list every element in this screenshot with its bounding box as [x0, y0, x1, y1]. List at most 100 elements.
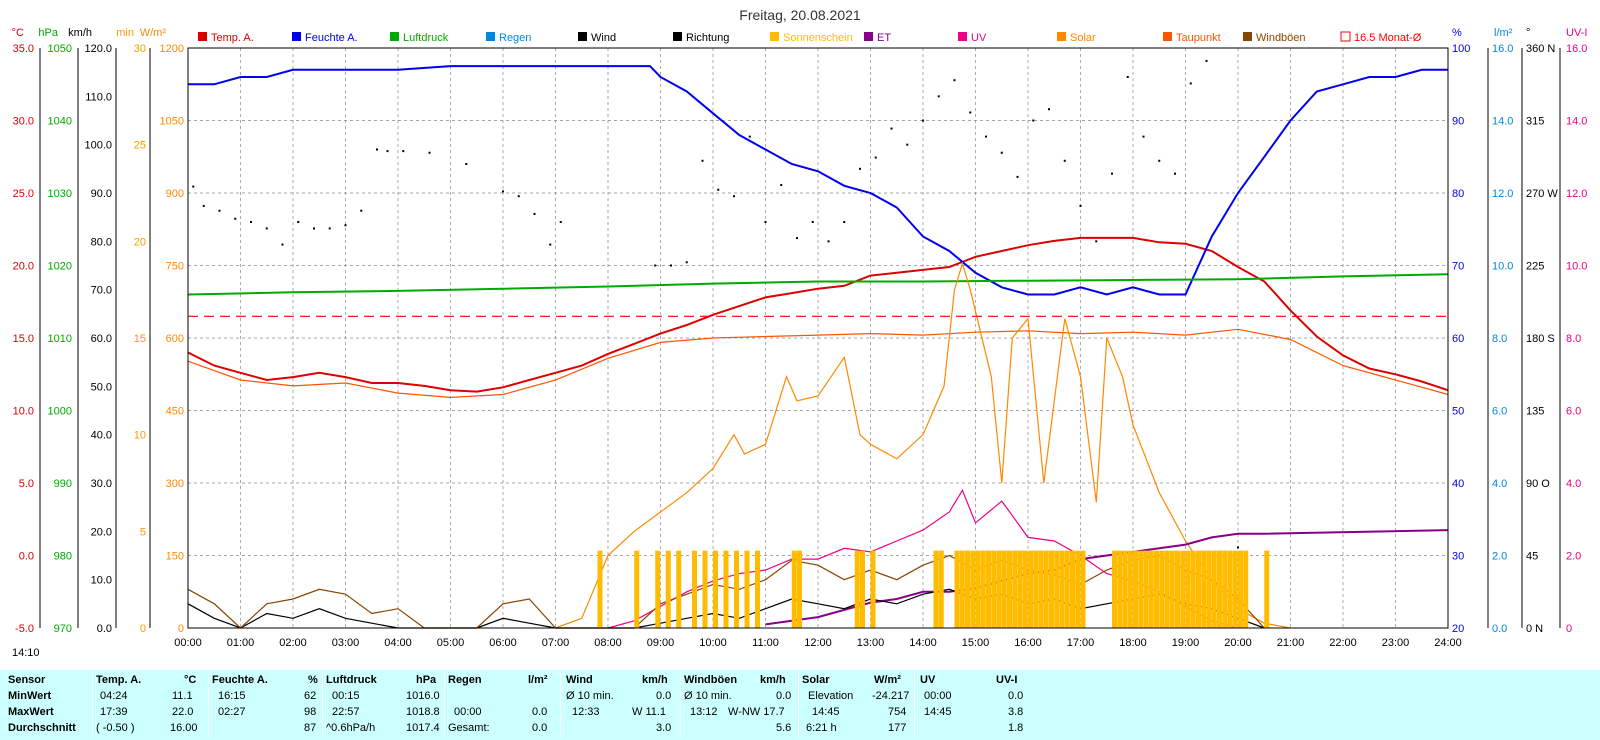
stats-temp-min-time: 04:24 — [100, 690, 128, 702]
x-tick-label: 04:00 — [384, 637, 412, 649]
axis-tick-hum: 40 — [1452, 478, 1464, 490]
axis-tick-wind: 0.0 — [97, 623, 112, 635]
bar-sonnenschein — [791, 550, 797, 628]
axis-tick-uv: 4.0 — [1566, 478, 1581, 490]
stats-col-gust: Windböen km/h Ø 10 min. 0.0 13:12 W-NW 1… — [684, 672, 796, 738]
point-richtung — [811, 221, 814, 223]
stats-table: Sensor MinWert MaxWert Durchschnitt Temp… — [0, 670, 1600, 740]
axis-tick-solar: 300 — [166, 478, 184, 490]
point-richtung — [559, 221, 562, 223]
axis-tick-hum: 50 — [1452, 406, 1464, 418]
point-richtung — [328, 227, 331, 230]
stats-uv-min-val: 0.0 — [1008, 690, 1024, 702]
bar-sonnenschein — [1190, 550, 1196, 628]
point-richtung — [1095, 240, 1098, 243]
point-richtung — [202, 204, 205, 207]
point-richtung — [297, 221, 300, 223]
bar-sonnenschein — [870, 550, 876, 628]
bar-sonnenschein — [1028, 550, 1033, 628]
axis-unit-press: hPa — [38, 27, 58, 39]
point-richtung — [376, 148, 378, 151]
legend-label: Sonnenschein — [783, 32, 853, 44]
bar-sonnenschein — [1164, 550, 1170, 628]
legend-swatch — [486, 32, 495, 41]
axis-tick-sun: 15 — [134, 333, 146, 345]
point-richtung — [969, 111, 972, 114]
bar-sonnenschein — [1012, 550, 1018, 628]
point-richtung — [922, 119, 924, 122]
stats-press-avg-note: ^0.6hPa/h — [326, 722, 376, 734]
x-tick-label: 20:00 — [1224, 637, 1252, 649]
axis-tick-wind: 80.0 — [91, 236, 112, 248]
axis-tick-solar: 600 — [166, 333, 184, 345]
point-richtung — [1016, 175, 1019, 178]
point-richtung — [717, 188, 720, 191]
point-richtung — [937, 95, 940, 98]
point-richtung — [533, 212, 536, 215]
stats-wind-min-label: Ø 10 min. — [566, 690, 614, 702]
stats-hum-avg-val: 87 — [304, 722, 317, 734]
point-richtung — [1126, 76, 1129, 78]
bar-sonnenschein — [1043, 550, 1049, 628]
axis-tick-dir: 45 — [1526, 551, 1538, 563]
axis-tick-dir: 270 W — [1526, 188, 1558, 200]
axis-tick-sun: 20 — [134, 236, 146, 248]
bar-sonnenschein — [734, 550, 739, 628]
axis-tick-temp: 30.0 — [13, 116, 34, 128]
bar-sonnenschein — [797, 550, 802, 628]
stats-gust-max-val: W-NW 17.7 — [728, 706, 785, 718]
bar-sonnenschein — [676, 550, 682, 628]
bar-sonnenschein — [1007, 550, 1012, 628]
axis-tick-press: 1020 — [48, 261, 72, 273]
point-richtung — [1158, 159, 1161, 162]
legend-swatch — [1163, 32, 1172, 41]
point-richtung — [985, 135, 987, 138]
axis-tick-uv: 0 — [1566, 623, 1572, 635]
axis-tick-uv: 16.0 — [1566, 43, 1587, 55]
point-richtung — [843, 221, 846, 223]
axis-tick-dir: 225 — [1526, 261, 1544, 273]
bar-sonnenschein — [1159, 550, 1165, 628]
legend-swatch — [390, 32, 399, 41]
legend-label: 16.5 Monat-Ø — [1354, 32, 1422, 44]
axis-tick-rain: 4.0 — [1492, 478, 1507, 490]
bar-sonnenschein — [1238, 550, 1243, 628]
x-tick-label: 08:00 — [594, 637, 622, 649]
axis-tick-temp: 15.0 — [13, 333, 34, 345]
bar-sonnenschein — [1075, 550, 1081, 628]
x-tick-label: 03:00 — [332, 637, 360, 649]
legend-swatch — [1340, 31, 1351, 42]
bar-sonnenschein — [933, 550, 939, 628]
legend-label: Richtung — [686, 32, 729, 44]
series-line-feuchte-a — [188, 65, 1448, 296]
point-richtung — [344, 224, 347, 227]
bar-sonnenschein — [1148, 550, 1154, 628]
axis-tick-temp: -5.0 — [15, 623, 34, 635]
bar-sonnenschein — [1033, 550, 1039, 628]
axis-tick-wind: 30.0 — [91, 478, 112, 490]
axis-unit-uv: UV-I — [1566, 27, 1587, 39]
stats-solar-max-val: 754 — [888, 706, 907, 718]
weather-chart: Freitag, 20.08.2021 Temp. A. Feuchte A. Lu… — [12, 7, 1588, 659]
stats-uv-header: UV — [920, 674, 936, 686]
bar-sonnenschein — [996, 550, 1002, 628]
stats-solar-unit: W/m² — [874, 674, 901, 686]
axis-tick-wind: 110.0 — [85, 91, 112, 103]
axes: °C 35.0 30.0 25.0 20.0 15.0 10.0 5.0 0.0 -5.0 hPa 1… — [12, 27, 1588, 649]
axis-tick-press: 1000 — [48, 406, 72, 418]
stats-rain-header: Regen — [448, 674, 482, 686]
stats-wind-max-val: W 11.1 — [632, 706, 667, 718]
bar-sonnenschein — [986, 550, 991, 628]
bar-sonnenschein — [1117, 550, 1123, 628]
stats-temp-avg-val: 16.00 — [170, 722, 198, 734]
legend-label: UV — [971, 32, 987, 44]
axis-tick-wind: 100.0 — [84, 140, 112, 152]
axis-tick-hum: 100 — [1452, 43, 1470, 55]
x-tick-label: 00:00 — [174, 637, 202, 649]
stats-wind-unit: km/h — [642, 674, 668, 686]
bar-sonnenschein — [692, 550, 697, 628]
axis-tick-dir: 0 N — [1526, 623, 1543, 635]
axis-tick-wind: 90.0 — [91, 188, 112, 200]
bar-sonnenschein — [634, 550, 640, 628]
stats-press-min-val: 1016.0 — [406, 690, 440, 702]
